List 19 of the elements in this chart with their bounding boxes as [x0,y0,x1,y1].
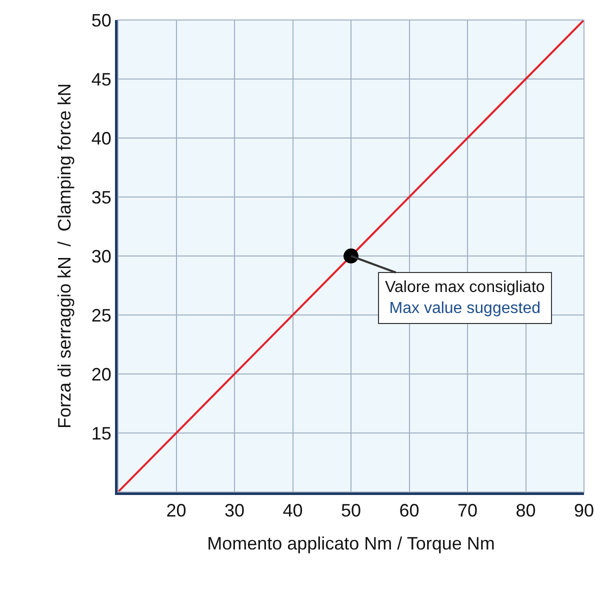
y-tick-label: 20 [91,364,112,384]
x-tick-label: 50 [340,500,362,521]
y-tick-label: 45 [91,69,112,90]
y-tick-label: 40 [91,128,112,148]
x-tick-label: 40 [282,500,303,521]
y-tick-label: 50 [91,10,112,30]
x-tick-label: 80 [516,500,536,521]
y-axis-title: Forza di serraggio kN / Clamping force kN [54,83,75,429]
x-tick-label: 30 [224,500,245,521]
annotation: Valore max consigliato Max value suggested [385,279,545,317]
y-tick-label: 25 [91,305,112,326]
y-tick-label: 15 [91,423,112,444]
x-tick-label: 60 [399,500,420,521]
y-tick-label: 35 [91,187,112,208]
x-tick-label: 70 [457,500,478,521]
y-tick-label: 30 [91,246,112,266]
x-tick-label: 20 [166,500,186,521]
x-tick-label: 90 [574,500,594,521]
x-axis-title: Momento applicato Nm / Torque Nm [207,534,495,554]
